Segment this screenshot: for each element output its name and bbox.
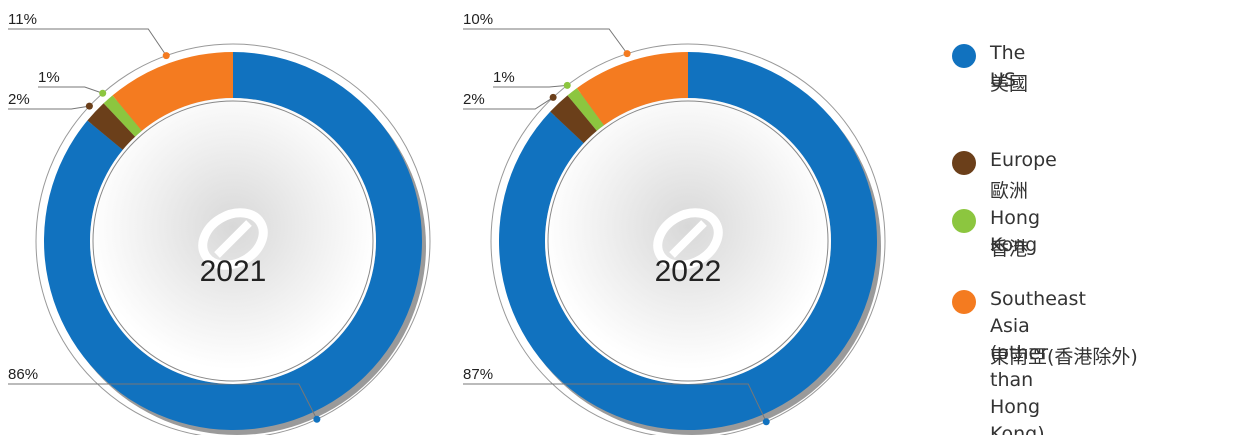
- unit: %: [501, 69, 514, 86]
- legend-label: The US: [990, 42, 1026, 91]
- legend-label-zh: 香港: [990, 238, 1029, 260]
- leader-dot: [162, 52, 170, 60]
- value: 86: [8, 366, 25, 383]
- donut-slice: [87, 103, 136, 150]
- legend-label-zh: 美國: [990, 73, 1029, 95]
- leader-dot: [762, 418, 770, 426]
- value: 11: [8, 11, 24, 28]
- legend-label-zh: 東南亞(香港除外): [990, 346, 1138, 368]
- donut-slice: [112, 52, 233, 131]
- leader-line: [8, 105, 90, 110]
- legend: The US 美國 Europe 歐洲 Hong Kong 香港 Southeast Asi…: [950, 0, 1259, 435]
- value: 2: [8, 91, 16, 108]
- value: 1: [493, 69, 501, 86]
- leader-dot: [99, 89, 107, 97]
- unit: %: [471, 91, 484, 108]
- chart-title: 2021: [200, 255, 267, 288]
- donut-slice: [103, 95, 142, 137]
- leader-line: [493, 84, 568, 88]
- data-label: 10%: [463, 11, 493, 28]
- leader-line: [8, 383, 318, 420]
- data-label: 86%: [8, 366, 38, 383]
- inner-ring: [92, 100, 374, 382]
- leader-line: [463, 383, 767, 423]
- legend-label: Southeast Asia (other than Hong Kong): [990, 288, 1086, 435]
- leader-dot: [85, 102, 93, 110]
- logo-bar: [669, 220, 707, 258]
- data-label: 1%: [38, 69, 60, 86]
- outer-ring: [490, 43, 886, 435]
- leader-dot: [563, 81, 571, 89]
- leader-line: [463, 28, 628, 54]
- legend-swatch: [952, 290, 976, 314]
- outer-ring: [35, 43, 431, 435]
- data-label: 11%: [8, 11, 37, 28]
- donut-slice: [550, 95, 597, 144]
- value: 10: [463, 11, 480, 28]
- data-label: 2%: [463, 91, 485, 108]
- logo: [653, 208, 723, 270]
- legend-swatch: [952, 209, 976, 233]
- legend-label: Europe: [990, 149, 1057, 171]
- leader-dot: [313, 415, 321, 423]
- data-label: 87%: [463, 366, 493, 383]
- data-label: 1%: [493, 69, 515, 86]
- leader-dot: [549, 93, 557, 101]
- logo: [198, 208, 268, 270]
- logo-bar: [214, 220, 252, 258]
- leader-line: [38, 86, 103, 94]
- unit: %: [480, 366, 493, 383]
- unit: %: [480, 11, 493, 28]
- unit: %: [46, 69, 59, 86]
- legend-label: Hong Kong: [990, 207, 1041, 256]
- inner-ring: [547, 100, 829, 382]
- legend-swatch: [952, 151, 976, 175]
- unit: %: [25, 366, 38, 383]
- unit: %: [16, 91, 29, 108]
- data-label: 2%: [8, 91, 30, 108]
- donut-slice: [576, 52, 688, 126]
- leader-dot: [623, 50, 631, 58]
- unit: %: [24, 11, 37, 28]
- value: 2: [463, 91, 471, 108]
- legend-swatch: [952, 44, 976, 68]
- leader-line: [463, 96, 554, 110]
- value: 87: [463, 366, 480, 383]
- chart-title: 2022: [655, 255, 722, 288]
- value: 1: [38, 69, 46, 86]
- legend-label-zh: 歐洲: [990, 180, 1029, 202]
- leader-line: [8, 28, 167, 56]
- donut-slice: [567, 88, 604, 131]
